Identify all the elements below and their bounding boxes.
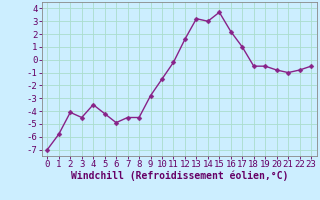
X-axis label: Windchill (Refroidissement éolien,°C): Windchill (Refroidissement éolien,°C)	[70, 171, 288, 181]
